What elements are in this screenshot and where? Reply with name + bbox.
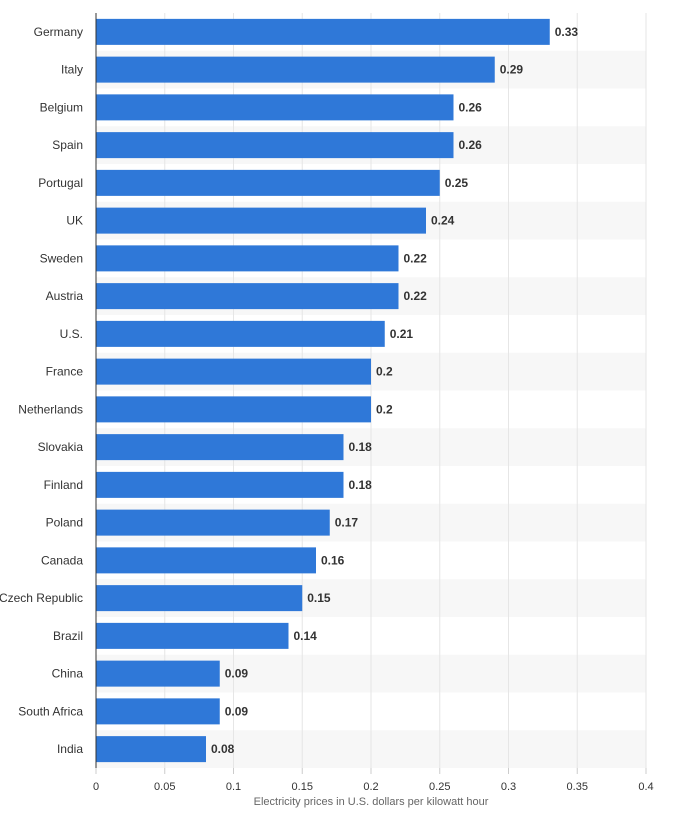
bar-value-label: 0.18	[349, 440, 373, 454]
bar-value-label: 0.29	[500, 63, 524, 77]
bar-value-label: 0.21	[390, 327, 414, 341]
bar-value-label: 0.09	[225, 667, 249, 681]
bar	[96, 169, 440, 196]
bar-value-label: 0.16	[321, 553, 345, 567]
bar	[96, 320, 385, 347]
category-label: Italy	[61, 63, 83, 77]
category-label: India	[57, 742, 83, 756]
category-label: Netherlands	[18, 402, 83, 416]
x-tick-label: 0.05	[154, 781, 175, 793]
bar-value-label: 0.25	[445, 176, 469, 190]
bar	[96, 622, 289, 649]
category-labels: Germany Italy Belgium Spain Portugal UK Sweden…	[0, 25, 83, 756]
x-tick-label: 0.3	[501, 781, 516, 793]
bar-value-label: 0.26	[459, 100, 483, 114]
bar-value-label: 0.2	[376, 402, 393, 416]
category-label: Spain	[52, 138, 83, 152]
bar	[96, 245, 399, 272]
bars	[96, 18, 550, 763]
bar-value-label: 0.08	[211, 742, 235, 756]
bar	[96, 471, 344, 498]
bar-value-label: 0.22	[404, 289, 428, 303]
x-tick-label: 0.15	[292, 781, 313, 793]
bar	[96, 509, 330, 536]
x-tick-label: 0	[93, 781, 99, 793]
value-labels: 0.33 0.29 0.26 0.26 0.25 0.24 0.22 0.22 0.21 0.2 0…	[211, 25, 578, 756]
bar	[96, 18, 550, 45]
bar	[96, 698, 220, 725]
bar	[96, 434, 344, 461]
category-label: Portugal	[38, 176, 83, 190]
bar-value-label: 0.15	[307, 591, 331, 605]
bar-value-label: 0.33	[555, 25, 579, 39]
bar	[96, 94, 454, 121]
category-label: Finland	[44, 478, 83, 492]
bar	[96, 736, 206, 763]
category-label: Belgium	[40, 100, 83, 114]
category-label: UK	[66, 214, 83, 228]
axes	[95, 13, 647, 774]
bar-value-label: 0.26	[459, 138, 483, 152]
bar-value-label: 0.22	[404, 251, 428, 265]
x-tick-label: 0.35	[567, 781, 588, 793]
x-tick-label: 0.2	[363, 781, 378, 793]
bar-value-label: 0.24	[431, 214, 455, 228]
bar-value-label: 0.2	[376, 365, 393, 379]
bar	[96, 396, 371, 423]
bar-value-label: 0.17	[335, 516, 359, 530]
x-tick-labels: 0 0.05 0.1 0.15 0.2 0.25 0.3 0.35 0.4	[93, 781, 654, 793]
category-label: Canada	[41, 553, 83, 567]
x-axis-title: Electricity prices in U.S. dollars per k…	[254, 796, 489, 808]
x-tick-label: 0.25	[429, 781, 450, 793]
category-label: Brazil	[53, 629, 83, 643]
x-tick-label: 0.4	[638, 781, 653, 793]
bar	[96, 56, 495, 83]
bar	[96, 358, 371, 385]
category-label: South Africa	[18, 704, 83, 718]
bar	[96, 132, 454, 159]
category-label: Sweden	[40, 251, 83, 265]
category-label: Poland	[46, 516, 83, 530]
category-label: U.S.	[60, 327, 83, 341]
category-label: China	[52, 667, 84, 681]
category-label: France	[46, 365, 84, 379]
bar	[96, 207, 426, 234]
x-tick-label: 0.1	[226, 781, 241, 793]
bar	[96, 283, 399, 310]
category-label: Germany	[34, 25, 83, 39]
category-label: Slovakia	[38, 440, 84, 454]
category-label: Austria	[46, 289, 84, 303]
bar	[96, 585, 303, 612]
category-label: Czech Republic	[0, 591, 83, 605]
bar-value-label: 0.14	[294, 629, 318, 643]
bar	[96, 660, 220, 687]
bar-value-label: 0.09	[225, 704, 249, 718]
bar-value-label: 0.18	[349, 478, 373, 492]
bar	[96, 547, 316, 574]
